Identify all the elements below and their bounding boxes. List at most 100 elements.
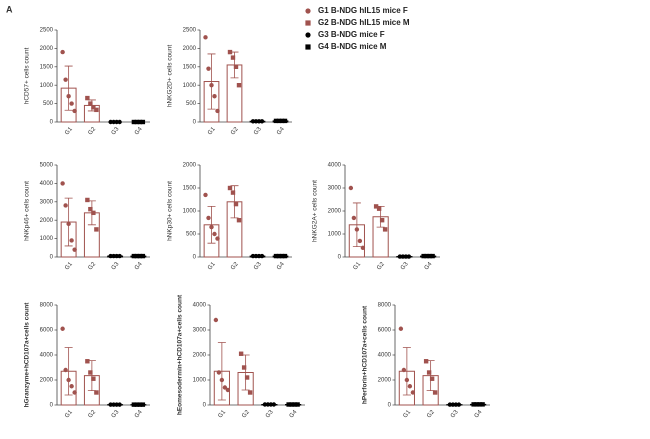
data-point (379, 218, 385, 223)
y-tick-label: 4000 (378, 353, 392, 359)
x-tick-label: G4 (424, 261, 434, 271)
data-point (222, 385, 228, 390)
y-tick-label: 4000 (328, 163, 342, 169)
y-tick-label: 500 (186, 101, 197, 107)
data-point (282, 118, 288, 124)
y-tick-label: 2500 (183, 28, 197, 34)
data-point (91, 376, 96, 381)
data-point (406, 254, 412, 259)
y-tick-label: 4000 (40, 353, 54, 359)
data-point (134, 253, 140, 259)
data-point (273, 118, 279, 124)
x-tick-label: G1 (64, 261, 74, 271)
y-tick-label: 6000 (378, 328, 392, 334)
y-tick-label: 500 (43, 101, 54, 107)
data-point (477, 402, 482, 407)
legend-marker (305, 32, 311, 38)
data-point (225, 387, 231, 393)
y-tick-label: 3000 (328, 186, 342, 192)
x-tick-label: G3 (253, 261, 263, 271)
data-point (209, 83, 214, 88)
data-point (94, 227, 99, 232)
x-tick-label: G2 (87, 261, 97, 271)
data-point (276, 253, 282, 259)
data-point (357, 238, 363, 244)
y-tick-label: 6000 (40, 328, 54, 334)
x-tick-label: G4 (134, 126, 144, 136)
data-point (424, 253, 429, 259)
y-tick-label: 0 (203, 403, 207, 409)
y-tick-label: 2000 (40, 46, 54, 52)
y-tick-label: 3000 (193, 328, 207, 334)
data-point (244, 375, 250, 380)
data-point (348, 185, 354, 191)
y-tick-label: 1000 (40, 83, 54, 89)
x-tick-label: G1 (207, 261, 217, 271)
data-point (72, 108, 77, 114)
x-tick-label: G2 (376, 261, 386, 271)
data-point (215, 236, 220, 241)
y-tick-label: 1500 (40, 64, 54, 70)
data-point (233, 64, 239, 69)
data-point (360, 245, 366, 250)
data-point (140, 402, 146, 407)
data-point (292, 402, 297, 407)
data-point (137, 402, 143, 407)
data-point (117, 402, 122, 407)
data-point (219, 377, 225, 383)
y-tick-label: 0 (50, 255, 54, 261)
data-point (429, 376, 435, 381)
x-tick-label: G4 (289, 409, 299, 419)
error-bar (217, 342, 226, 401)
data-point (85, 359, 90, 364)
x-tick-label: G2 (87, 409, 97, 419)
data-point (63, 367, 68, 373)
data-point (85, 197, 90, 203)
y-tick-label: 5000 (40, 163, 54, 169)
x-tick-label: G1 (64, 126, 74, 136)
data-point (69, 384, 74, 389)
data-point (230, 190, 236, 195)
data-point (276, 118, 282, 124)
y-tick-label: 1000 (328, 232, 342, 238)
error-bar (402, 347, 411, 396)
data-point (69, 101, 74, 106)
y-axis-label: hPerforin+hCD107a+cells count (362, 305, 369, 404)
panel-label: A (6, 4, 13, 14)
data-point (421, 253, 426, 259)
y-axis-label: hNKp46+ cells count (24, 181, 31, 241)
x-tick-label: G3 (111, 126, 121, 136)
data-point (206, 66, 211, 71)
data-point (286, 402, 291, 407)
data-point (273, 253, 279, 259)
data-point (373, 204, 379, 209)
y-axis-label: hEomesodermin+hCD107a+cells count (177, 294, 184, 415)
data-point (279, 118, 285, 124)
data-point (88, 206, 93, 212)
data-point (432, 390, 438, 395)
y-tick-label: 2500 (40, 28, 54, 34)
data-point (91, 105, 96, 110)
error-bar (64, 65, 73, 111)
data-point (94, 107, 99, 113)
data-point (279, 253, 285, 259)
y-tick-label: 2000 (328, 209, 342, 215)
y-tick-label: 0 (193, 120, 197, 126)
data-point (117, 253, 122, 259)
y-tick-label: 8000 (40, 303, 54, 309)
y-tick-label: 1000 (183, 83, 197, 89)
x-tick-label: G4 (134, 261, 144, 271)
x-tick-label: G1 (64, 409, 74, 419)
data-point (236, 218, 242, 223)
data-point (69, 238, 74, 243)
data-point (427, 253, 432, 259)
data-point (259, 119, 265, 124)
data-point (203, 35, 208, 40)
y-tick-label: 0 (50, 120, 54, 126)
x-tick-label: G1 (217, 409, 227, 419)
data-point (88, 370, 93, 375)
data-point (474, 402, 479, 407)
x-tick-label: G2 (426, 409, 436, 419)
